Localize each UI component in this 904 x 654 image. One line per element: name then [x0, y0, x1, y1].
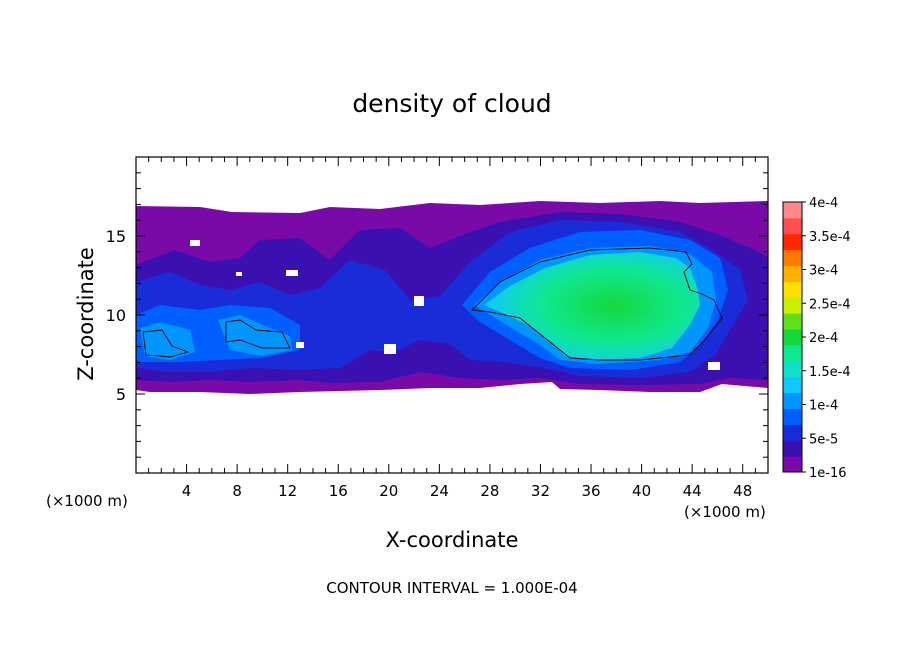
colorbar-label: 2.5e-4 [809, 297, 851, 312]
x-unit-left: (×1000 m) [46, 492, 128, 510]
x-tick-label: 12 [278, 482, 297, 500]
colorbar-label: 2e-4 [809, 331, 838, 346]
chart-title: density of cloud [352, 89, 551, 118]
x-tick-label: 8 [232, 482, 242, 500]
x-tick-label: 20 [379, 482, 398, 500]
colorbar-label: 1.5e-4 [809, 365, 851, 380]
colorbar-swatch [783, 440, 802, 457]
colorbar-swatch [783, 408, 802, 425]
colorbar-label: 1e-4 [809, 399, 838, 414]
colorbar-swatch [783, 329, 802, 346]
contour-interval-note: CONTOUR INTERVAL = 1.000E-04 [326, 579, 577, 597]
colorbar-label: 1e-16 [809, 466, 847, 481]
colorbar-swatch [783, 233, 802, 251]
colorbar-swatch [783, 424, 802, 441]
y-axis-label: Z-coordinate [74, 247, 98, 381]
x-tick-label: 24 [430, 482, 449, 500]
colorbar-label: 3.5e-4 [809, 230, 851, 245]
cloud-holes [190, 240, 720, 370]
colorbar-swatch [783, 281, 802, 298]
colorbar-swatch [783, 202, 802, 219]
x-unit-right: (×1000 m) [684, 503, 766, 521]
x-tick-label: 4 [182, 482, 192, 500]
colorbar-swatch [783, 313, 802, 330]
colorbar-swatch [783, 456, 802, 473]
contour-left-a [142, 329, 190, 358]
x-tick-label: 36 [581, 482, 600, 500]
x-tick-label: 40 [632, 482, 651, 500]
x-axis-label: X-coordinate [386, 528, 519, 552]
colorbar-swatch [783, 376, 802, 394]
colorbar-swatch [783, 392, 802, 409]
contour-left-b [225, 319, 291, 349]
x-tick-label: 44 [683, 482, 702, 500]
colorbar-label: 5e-5 [809, 432, 838, 447]
colorbar-swatch [783, 249, 802, 267]
x-tick-label: 48 [733, 482, 752, 500]
colorbar-swatch [783, 297, 802, 314]
x-tick-label: 32 [531, 482, 550, 500]
colorbar-swatch [783, 217, 802, 235]
y-tick-label: 10 [106, 306, 126, 325]
colorbar-swatch [783, 265, 802, 282]
colorbar: 1e-16 5e-5 1e-4 1.5e-4 2e-4 2.5e-4 3e-4 3.5e-4 4… [782, 196, 851, 481]
x-axis: 4 8 12 16 20 24 28 32 36 40 44 48 [148, 157, 756, 500]
colorbar-swatch [783, 344, 802, 362]
heatmap-field [136, 201, 768, 394]
colorbar-swatch [783, 360, 802, 378]
colorbar-label: 3e-4 [809, 264, 838, 279]
x-tick-label: 16 [329, 482, 348, 500]
y-axis: 5 10 15 [106, 172, 768, 458]
colorbar-label: 4e-4 [809, 196, 838, 211]
cloud-core [484, 252, 700, 360]
x-tick-label: 28 [480, 482, 499, 500]
y-tick-label: 15 [106, 227, 126, 246]
contour-main [471, 247, 723, 361]
y-tick-label: 5 [116, 385, 126, 404]
